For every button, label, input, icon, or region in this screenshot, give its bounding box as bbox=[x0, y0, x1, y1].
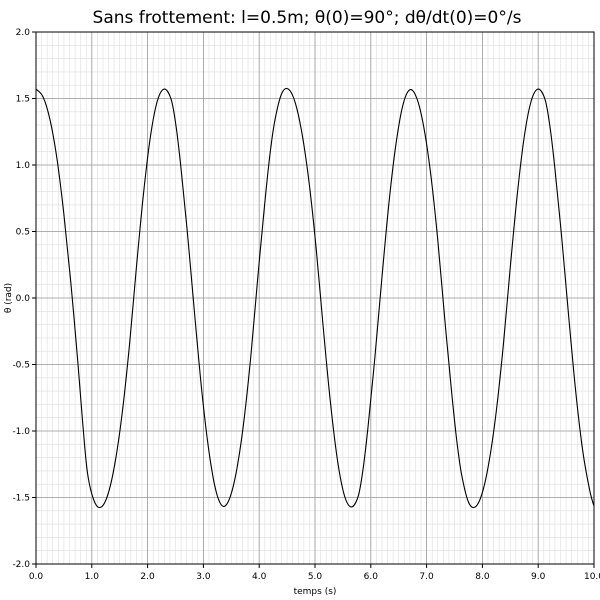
x-tick-label: 4.0 bbox=[252, 572, 267, 582]
y-tick-label: 0.5 bbox=[16, 228, 30, 238]
x-axis-label: temps (s) bbox=[294, 587, 337, 597]
y-axis-label: θ (rad) bbox=[4, 283, 14, 313]
y-tick-label: 2.0 bbox=[16, 28, 31, 38]
theta-series-line bbox=[35, 87, 595, 509]
x-tick-label: 7.0 bbox=[419, 572, 434, 582]
y-tick-label: 1.0 bbox=[16, 161, 31, 171]
x-tick-label: 0.0 bbox=[29, 572, 44, 582]
y-axis-ticks: -2.0 -1.5 -1.0 -0.5 0.0 0.5 1.0 1.5 2.0 bbox=[12, 28, 36, 570]
x-tick-label: 5.0 bbox=[308, 572, 323, 582]
y-tick-label: 1.5 bbox=[16, 95, 30, 105]
y-tick-label: -1.5 bbox=[12, 494, 30, 504]
x-tick-label: 9.0 bbox=[531, 572, 546, 582]
y-tick-label: -2.0 bbox=[12, 560, 30, 570]
x-tick-label: 2.0 bbox=[140, 572, 155, 582]
y-tick-label: -0.5 bbox=[12, 361, 30, 371]
x-tick-label: 8.0 bbox=[475, 572, 490, 582]
x-tick-label: 10.0 bbox=[584, 572, 600, 582]
chart-title: Sans frottement: l=0.5m; θ(0)=90°; dθ/dt… bbox=[93, 8, 522, 28]
x-axis-ticks: 0.0 1.0 2.0 3.0 4.0 5.0 6.0 7.0 8.0 9.0 10.0 bbox=[29, 564, 600, 582]
y-tick-label: 0.0 bbox=[16, 294, 31, 304]
x-tick-label: 3.0 bbox=[196, 572, 211, 582]
x-tick-label: 6.0 bbox=[364, 572, 379, 582]
x-tick-label: 1.0 bbox=[85, 572, 100, 582]
y-tick-label: -1.0 bbox=[12, 427, 30, 437]
